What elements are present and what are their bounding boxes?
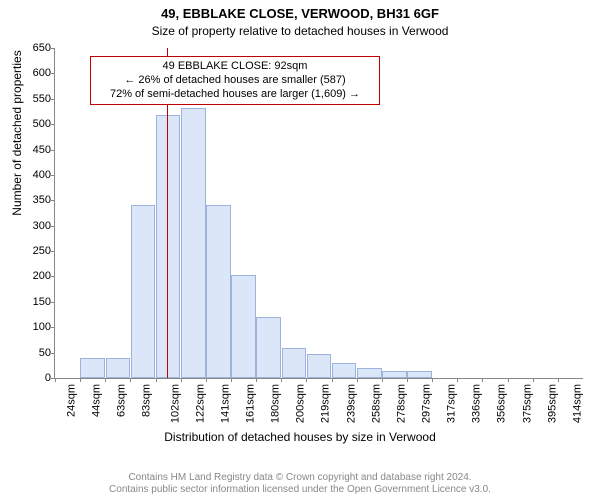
xtick-label: 317sqm xyxy=(446,384,458,423)
ytick-label: 600 xyxy=(33,67,51,79)
ytick-mark xyxy=(51,353,55,354)
histogram-bar xyxy=(282,348,307,378)
xtick-label: 200sqm xyxy=(295,384,307,423)
annotation-box: 49 EBBLAKE CLOSE: 92sqm ← 26% of detache… xyxy=(90,56,380,105)
ytick-mark xyxy=(51,200,55,201)
xtick-label: 278sqm xyxy=(395,384,407,423)
xtick-mark xyxy=(256,378,257,382)
xtick-mark xyxy=(332,378,333,382)
y-axis-label: Number of detached properties xyxy=(10,0,24,283)
ytick-label: 300 xyxy=(33,220,51,232)
ytick-mark xyxy=(51,48,55,49)
xtick-mark xyxy=(231,378,232,382)
histogram-bar xyxy=(307,354,332,378)
xtick-mark xyxy=(533,378,534,382)
xtick-label: 180sqm xyxy=(270,384,282,423)
xtick-label: 63sqm xyxy=(116,384,128,417)
xtick-label: 414sqm xyxy=(571,384,583,423)
xtick-label: 375sqm xyxy=(521,384,533,423)
ytick-label: 500 xyxy=(33,118,51,130)
xtick-mark xyxy=(181,378,182,382)
ytick-mark xyxy=(51,226,55,227)
xtick-label: 336sqm xyxy=(471,384,483,423)
xtick-label: 239sqm xyxy=(345,384,357,423)
xtick-mark xyxy=(306,378,307,382)
xtick-mark xyxy=(508,378,509,382)
xtick-mark xyxy=(558,378,559,382)
histogram-bar xyxy=(181,108,206,378)
xtick-label: 356sqm xyxy=(496,384,508,423)
xtick-mark xyxy=(457,378,458,382)
xtick-label: 297sqm xyxy=(421,384,433,423)
ytick-label: 450 xyxy=(33,144,51,156)
histogram-bar xyxy=(407,371,432,378)
ytick-label: 150 xyxy=(33,296,51,308)
annotation-line: 72% of semi-detached houses are larger (… xyxy=(97,88,373,102)
ytick-mark xyxy=(51,124,55,125)
histogram-bar xyxy=(206,205,231,378)
histogram-bar xyxy=(106,358,131,378)
histogram-bar xyxy=(231,275,256,378)
histogram-bar xyxy=(357,368,382,378)
ytick-label: 200 xyxy=(33,270,51,282)
ytick-label: 650 xyxy=(33,42,51,54)
xtick-label: 395sqm xyxy=(546,384,558,423)
xtick-label: 141sqm xyxy=(219,384,231,423)
ytick-mark xyxy=(51,73,55,74)
xtick-mark xyxy=(482,378,483,382)
footer-line: Contains public sector information licen… xyxy=(0,484,600,496)
xtick-mark xyxy=(432,378,433,382)
ytick-label: 100 xyxy=(33,321,51,333)
xtick-label: 24sqm xyxy=(66,384,78,417)
ytick-mark xyxy=(51,327,55,328)
ytick-label: 0 xyxy=(45,372,51,384)
ytick-mark xyxy=(51,276,55,277)
chart-subtitle: Size of property relative to detached ho… xyxy=(0,24,600,38)
histogram-bar xyxy=(131,205,156,378)
xtick-mark xyxy=(206,378,207,382)
xtick-mark xyxy=(281,378,282,382)
histogram-bar xyxy=(256,317,281,378)
xtick-mark xyxy=(105,378,106,382)
histogram-bar xyxy=(382,371,407,378)
histogram-bar xyxy=(80,358,105,378)
ytick-mark xyxy=(51,302,55,303)
ytick-label: 350 xyxy=(33,194,51,206)
xtick-mark xyxy=(407,378,408,382)
ytick-mark xyxy=(51,251,55,252)
xtick-label: 219sqm xyxy=(320,384,332,423)
xtick-label: 44sqm xyxy=(91,384,103,417)
chart-title: 49, EBBLAKE CLOSE, VERWOOD, BH31 6GF xyxy=(0,6,600,21)
footer-line: Contains HM Land Registry data © Crown c… xyxy=(0,472,600,484)
histogram-bar xyxy=(332,363,357,378)
ytick-mark xyxy=(51,99,55,100)
xtick-label: 122sqm xyxy=(194,384,206,423)
xtick-label: 83sqm xyxy=(141,384,153,417)
xtick-mark xyxy=(357,378,358,382)
chart-footer: Contains HM Land Registry data © Crown c… xyxy=(0,472,600,496)
xtick-label: 102sqm xyxy=(169,384,181,423)
ytick-mark xyxy=(51,150,55,151)
xtick-mark xyxy=(156,378,157,382)
xtick-label: 161sqm xyxy=(245,384,257,423)
x-axis-label: Distribution of detached houses by size … xyxy=(0,430,600,444)
xtick-label: 258sqm xyxy=(370,384,382,423)
ytick-label: 250 xyxy=(33,245,51,257)
annotation-line: ← 26% of detached houses are smaller (58… xyxy=(97,74,373,88)
xtick-mark xyxy=(55,378,56,382)
xtick-mark xyxy=(80,378,81,382)
ytick-label: 550 xyxy=(33,93,51,105)
annotation-line: 49 EBBLAKE CLOSE: 92sqm xyxy=(97,60,373,74)
xtick-mark xyxy=(382,378,383,382)
histogram-bar xyxy=(156,115,181,378)
ytick-mark xyxy=(51,175,55,176)
chart-container: { "chart": { "type": "histogram", "title… xyxy=(0,0,600,500)
ytick-label: 400 xyxy=(33,169,51,181)
ytick-label: 50 xyxy=(39,347,51,359)
xtick-mark xyxy=(130,378,131,382)
